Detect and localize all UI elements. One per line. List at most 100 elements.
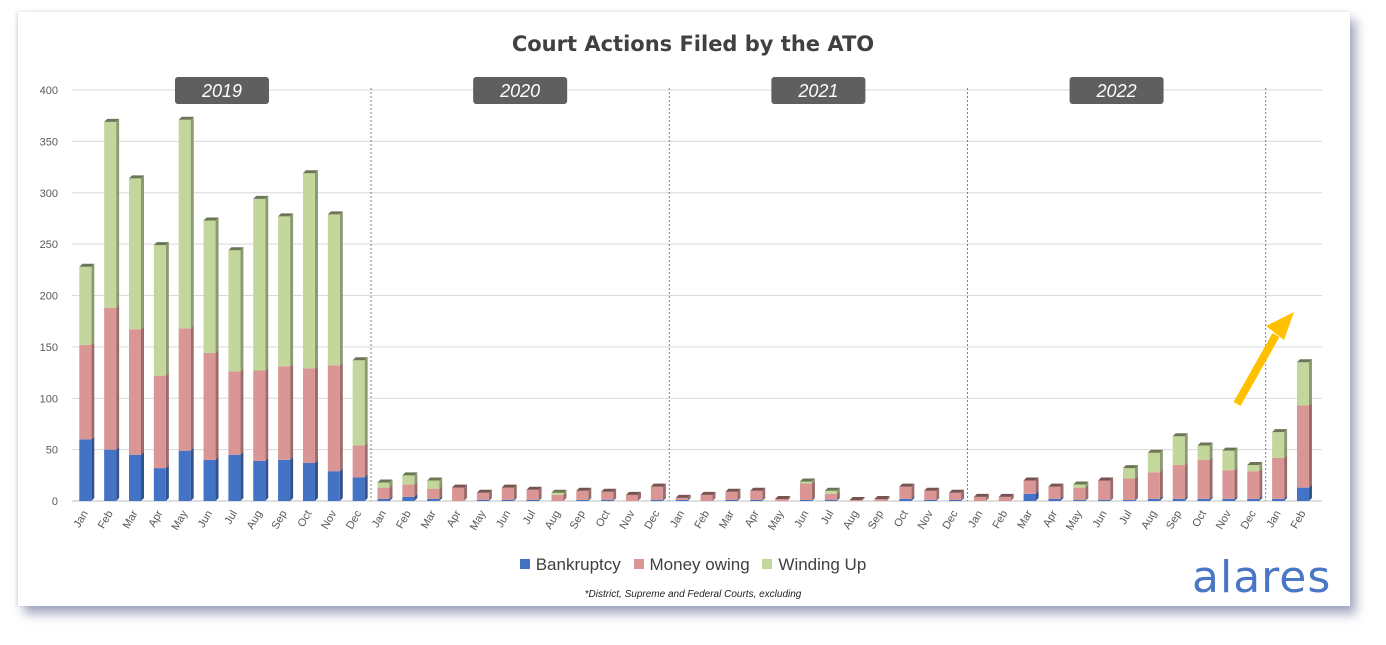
bar-winding-up-side — [141, 175, 144, 330]
bar-bankruptcy-side — [265, 457, 269, 501]
bar-bankruptcy-side — [936, 496, 940, 501]
bar-bankruptcy-side — [190, 447, 194, 501]
bar-bankruptcy-side — [613, 496, 617, 501]
bar-top — [1098, 477, 1114, 481]
bar-bankruptcy — [576, 499, 589, 501]
bar-winding-up — [1147, 452, 1160, 473]
bar-money-owing-side — [240, 368, 244, 455]
bar-money-owing-side — [712, 491, 716, 501]
bar-winding-up-side — [439, 477, 443, 489]
bar-bankruptcy — [402, 496, 415, 501]
chart-title: Court Actions Filed by the ATO — [511, 32, 875, 56]
bar-money-owing-side — [961, 489, 965, 500]
legend-label-bankruptcy: Bankruptcy — [535, 555, 621, 574]
bar-money-owing-side — [588, 487, 592, 500]
bar-money-owing — [1222, 470, 1235, 499]
year-label: 2022 — [1096, 81, 1137, 101]
bar-bankruptcy-side — [1209, 495, 1213, 501]
bar-winding-up — [1197, 445, 1210, 460]
year-label-box — [174, 77, 269, 104]
chart-footnote: *District, Supreme and Federal Courts, e… — [584, 589, 802, 600]
bar-money-owing-side — [488, 489, 492, 500]
bar-money-owing-side — [364, 442, 368, 478]
bar-winding-up-side — [215, 217, 219, 354]
bar-bankruptcy — [302, 462, 315, 501]
x-tick-label: Feb — [96, 509, 116, 531]
bar-bankruptcy-side — [588, 496, 592, 501]
bar-money-owing-side — [215, 350, 219, 460]
x-tick-label: Sep — [270, 509, 290, 532]
bar-top — [576, 487, 592, 491]
x-tick-label: Jul — [223, 509, 240, 527]
bar-money-owing — [700, 494, 713, 501]
bar-bankruptcy — [377, 498, 390, 501]
bar-winding-up — [253, 198, 266, 371]
bar-money-owing-side — [687, 494, 691, 500]
x-tick-label: Jan — [370, 509, 389, 530]
bar-top — [1222, 447, 1238, 451]
legend-swatch-winding-up — [762, 558, 773, 569]
x-tick-label: Dec — [344, 508, 364, 531]
bar-winding-up — [1296, 362, 1309, 406]
bar-winding-up-side — [165, 242, 169, 376]
bar-top — [129, 175, 144, 179]
bar-bankruptcy-side — [513, 496, 517, 501]
x-tick-label: Apr — [743, 508, 762, 529]
y-tick-label: 250 — [40, 239, 58, 251]
bar-money-owing — [253, 370, 266, 461]
bar-bankruptcy — [675, 499, 688, 501]
bar-money-owing-side — [1159, 469, 1163, 499]
bar-bankruptcy-side — [1308, 484, 1312, 501]
bar-money-owing-side — [811, 480, 815, 500]
bar-bankruptcy — [650, 499, 663, 501]
bar-top — [725, 488, 741, 492]
bar-money-owing-side — [836, 490, 840, 500]
bar-bankruptcy-side — [1234, 495, 1238, 501]
bar-money-owing-side — [1259, 468, 1263, 499]
bar-bankruptcy — [1197, 498, 1210, 501]
bar-bankruptcy-side — [662, 496, 666, 501]
bar-top — [924, 487, 940, 491]
bar-top — [973, 493, 989, 497]
bar-winding-up — [278, 216, 291, 367]
bar-winding-up — [203, 220, 216, 354]
bar-bankruptcy — [1272, 498, 1285, 501]
legend-item-money-owing: Money owing — [633, 555, 750, 575]
bar-top — [452, 484, 468, 488]
bar-winding-up-side — [811, 478, 815, 484]
bar-money-owing-side — [464, 484, 468, 501]
bar-winding-up-side — [1234, 447, 1238, 471]
bar-winding-up — [104, 121, 117, 308]
bar-bankruptcy — [153, 468, 166, 501]
bar-top — [203, 217, 219, 221]
bar-money-owing — [427, 488, 440, 499]
bar-winding-up-side — [364, 357, 368, 446]
bar-bankruptcy-side — [1085, 496, 1089, 501]
bar-money-owing — [104, 307, 117, 450]
bar-bankruptcy — [79, 439, 92, 501]
bar-money-owing-side — [1209, 456, 1213, 499]
bar-winding-up-side — [1209, 442, 1213, 460]
bar-money-owing-side — [165, 372, 169, 469]
bar-money-owing — [1197, 459, 1210, 499]
bar-money-owing — [1147, 472, 1160, 499]
bar-money-owing — [949, 492, 962, 500]
bar-top — [1123, 465, 1138, 469]
y-tick-label: 0 — [52, 496, 58, 508]
bar-top — [1272, 429, 1288, 433]
x-tick-label: Oct — [1190, 509, 1209, 530]
bar-bankruptcy-side — [414, 493, 418, 501]
bar-money-owing — [551, 494, 564, 501]
bar-winding-up-side — [1184, 433, 1188, 466]
bar-money-owing-side — [985, 493, 989, 501]
bar-winding-up — [799, 481, 812, 484]
bar-top — [302, 170, 318, 174]
bar-winding-up-side — [1308, 359, 1312, 406]
bar-winding-up — [551, 492, 564, 495]
bar-bankruptcy — [327, 471, 340, 501]
bar-top — [104, 118, 120, 122]
bar-money-owing — [129, 329, 141, 455]
bar-money-owing — [302, 368, 315, 463]
x-tick-label: Feb — [990, 509, 1010, 531]
x-tick-label: Aug — [543, 509, 563, 532]
